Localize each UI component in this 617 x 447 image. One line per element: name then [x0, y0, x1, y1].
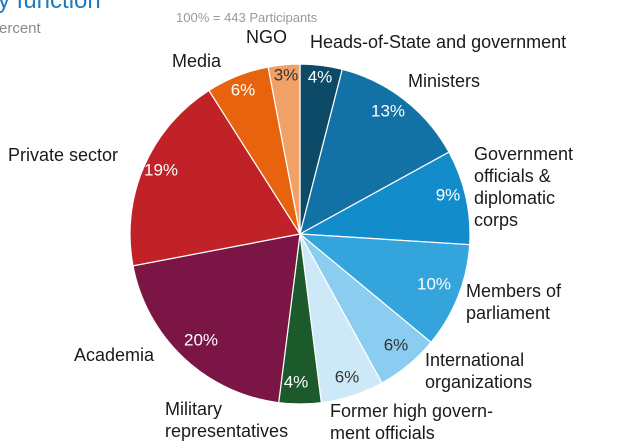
- slice-value-label: 4%: [284, 372, 309, 391]
- slice-category-label: Former high govern-ment officials: [330, 401, 493, 443]
- slice-category-label: Academia: [74, 345, 155, 365]
- slice-category-label: NGO: [246, 27, 287, 47]
- slice-value-label: 9%: [436, 185, 461, 204]
- slice-value-label: 3%: [274, 65, 299, 84]
- pie-slice: [267, 63, 301, 235]
- slice-category-label: Ministers: [408, 71, 480, 91]
- slice-value-label: 6%: [384, 335, 409, 354]
- slice-category-label: International organizations: [425, 350, 532, 392]
- slice-category-label: Military representatives: [165, 399, 288, 441]
- pie-slice: [297, 151, 471, 246]
- pie-slice: [298, 233, 471, 344]
- slice-value-label: 19%: [144, 160, 178, 179]
- pie-slice: [132, 233, 301, 404]
- slice-category-label: Media: [172, 51, 222, 71]
- page-subtitle: ercent: [0, 20, 41, 37]
- slice-value-label: 20%: [184, 330, 218, 349]
- page-title: y function: [0, 0, 101, 14]
- slice-category-label: Members of parliament: [466, 281, 562, 323]
- slice-value-label: 10%: [417, 274, 451, 293]
- participants-note: 100% = 443 Participants: [176, 10, 318, 25]
- slice-category-label: Heads-of-State and government: [310, 32, 566, 52]
- slice-category-label: Private sector: [8, 145, 118, 165]
- slice-value-label: 6%: [231, 80, 256, 99]
- slice-value-label: 6%: [335, 367, 360, 386]
- slice-value-label: 4%: [308, 67, 333, 86]
- slice-value-label: 13%: [371, 101, 405, 120]
- slice-category-label: Government officials & diplomatic corps: [474, 144, 573, 230]
- pie-slice: [129, 89, 301, 267]
- pie-slice: [299, 68, 450, 236]
